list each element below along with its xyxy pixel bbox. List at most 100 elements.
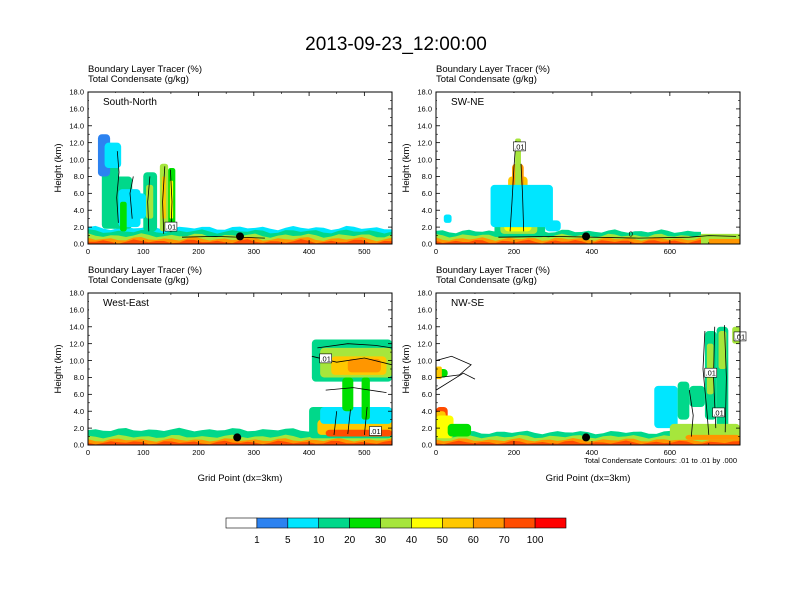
colorbar-label: 70 <box>499 535 511 546</box>
contour-label-box <box>369 426 382 436</box>
condensate-contour <box>436 372 476 391</box>
plot-frame <box>435 91 741 245</box>
y-tick-label: 16.0 <box>69 105 84 114</box>
tracer-cell <box>347 358 381 373</box>
colorbar-swatch <box>503 517 536 529</box>
x-tick-label: 200 <box>192 247 205 256</box>
y-axis-label: Height (km) <box>53 143 64 192</box>
boundary-layer-band <box>436 440 740 445</box>
x-tick-label: 0 <box>86 247 90 256</box>
condensate-contour <box>436 355 472 378</box>
y-tick-label: 14.0 <box>417 121 432 130</box>
y-tick-label: 18.0 <box>69 88 84 97</box>
condensate-contour <box>498 235 737 239</box>
panel-label-bg <box>437 294 517 311</box>
tracer-cell <box>361 377 370 420</box>
condensate-contour <box>347 409 351 435</box>
y-tick-label: 0.0 <box>422 441 432 450</box>
y-tick-label: 12.0 <box>417 138 432 147</box>
x-tick-label: 200 <box>508 448 521 457</box>
panel-label: South-North <box>103 97 157 108</box>
panel-label: NW-SE <box>451 298 484 309</box>
y-tick-label: 6.0 <box>74 189 84 198</box>
colorbar-label: 60 <box>468 535 480 546</box>
colorbar-swatch <box>349 517 381 529</box>
colorbar-swatch <box>411 517 443 529</box>
tracer-cell <box>545 220 561 232</box>
x-tick-label: 400 <box>586 448 599 457</box>
contour-label: .01 <box>320 354 330 363</box>
colorbar-label: 1 <box>254 535 260 546</box>
tracer-cell <box>104 142 122 168</box>
y-tick-label: 4.0 <box>74 206 84 215</box>
condensate-contour <box>688 390 694 437</box>
y-tick-label: 0.0 <box>74 240 84 249</box>
x-tick-label: 400 <box>586 247 599 256</box>
boundary-layer-band <box>88 440 392 445</box>
panel-label-bg <box>89 294 169 311</box>
y-tick-label: 14.0 <box>69 322 84 331</box>
contour-label-box <box>712 407 725 418</box>
colorbar: 1 5 10 20 30 40 50 60 70 100 <box>225 517 567 546</box>
y-tick-label: 12.0 <box>69 138 84 147</box>
x-tick-label: 0 <box>434 247 438 256</box>
condensate-contour <box>520 163 525 232</box>
contour-label: .01 <box>514 142 524 151</box>
y-tick-label: 4.0 <box>422 407 432 416</box>
contour-label-box <box>513 141 526 152</box>
tracer-cell <box>342 377 354 412</box>
y-tick-label: 14.0 <box>69 121 84 130</box>
y-tick-label: 18.0 <box>417 88 432 97</box>
panel-label: SW-NE <box>451 97 484 108</box>
condensate-contour <box>509 140 517 232</box>
contour-label: .01 <box>713 408 723 417</box>
boundary-layer-band <box>88 239 392 244</box>
contour-label-box <box>704 367 718 378</box>
panel-label-bg <box>89 93 169 110</box>
condensate-contour <box>162 166 166 234</box>
y-tick-label: 2.0 <box>422 424 432 433</box>
tracer-cell <box>718 331 727 369</box>
tracer-cell <box>447 423 472 437</box>
y-tick-label: 0.0 <box>74 441 84 450</box>
y-tick-label: 8.0 <box>422 373 432 382</box>
x-tick-label: 300 <box>248 247 261 256</box>
tracer-cell <box>120 201 127 232</box>
tracer-cell <box>132 193 147 219</box>
tracer-cell <box>436 366 442 380</box>
y-axis-label: Height (km) <box>53 344 64 393</box>
colorbar-swatch <box>318 517 350 529</box>
panel-subtitle-tracer: Boundary Layer Tracer (%) <box>88 265 202 276</box>
y-axis-label: Height (km) <box>401 344 412 393</box>
panel-subtitle-tracer: Boundary Layer Tracer (%) <box>436 64 550 75</box>
x-tick-label: 400 <box>303 448 316 457</box>
y-tick-label: 2.0 <box>74 223 84 232</box>
panel-sw-ne: Boundary Layer Tracer (%)Total Condensat… <box>401 64 741 256</box>
colorbar-label: 40 <box>406 535 418 546</box>
panel-label: West-East <box>103 298 149 309</box>
panel-subtitle-tracer: Boundary Layer Tracer (%) <box>88 64 202 75</box>
y-tick-label: 10.0 <box>417 155 432 164</box>
y-tick-label: 10.0 <box>69 155 84 164</box>
location-marker <box>582 232 591 241</box>
panel-subtitle-condensate: Total Condensate (g/kg) <box>436 275 537 286</box>
x-tick-label: 0 <box>86 448 90 457</box>
y-tick-label: 8.0 <box>74 172 84 181</box>
condensate-contour <box>702 330 710 435</box>
colorbar-swatch <box>380 517 412 529</box>
condensate-contour <box>364 406 368 435</box>
colorbar-label: 50 <box>437 535 449 546</box>
y-tick-label: 0.0 <box>422 240 432 249</box>
tracer-cell <box>689 385 705 407</box>
panel-nw-se: Boundary Layer Tracer (%)Total Condensat… <box>401 265 747 484</box>
colorbar-swatch <box>534 517 567 529</box>
location-marker <box>582 433 591 442</box>
y-tick-label: 8.0 <box>422 172 432 181</box>
shaded-field <box>436 325 740 445</box>
colorbar-swatch <box>287 517 320 529</box>
x-tick-label: 600 <box>664 448 677 457</box>
contour-label-box <box>319 353 332 364</box>
y-tick-label: 12.0 <box>69 339 84 348</box>
colorbar-label: 10 <box>313 535 325 546</box>
